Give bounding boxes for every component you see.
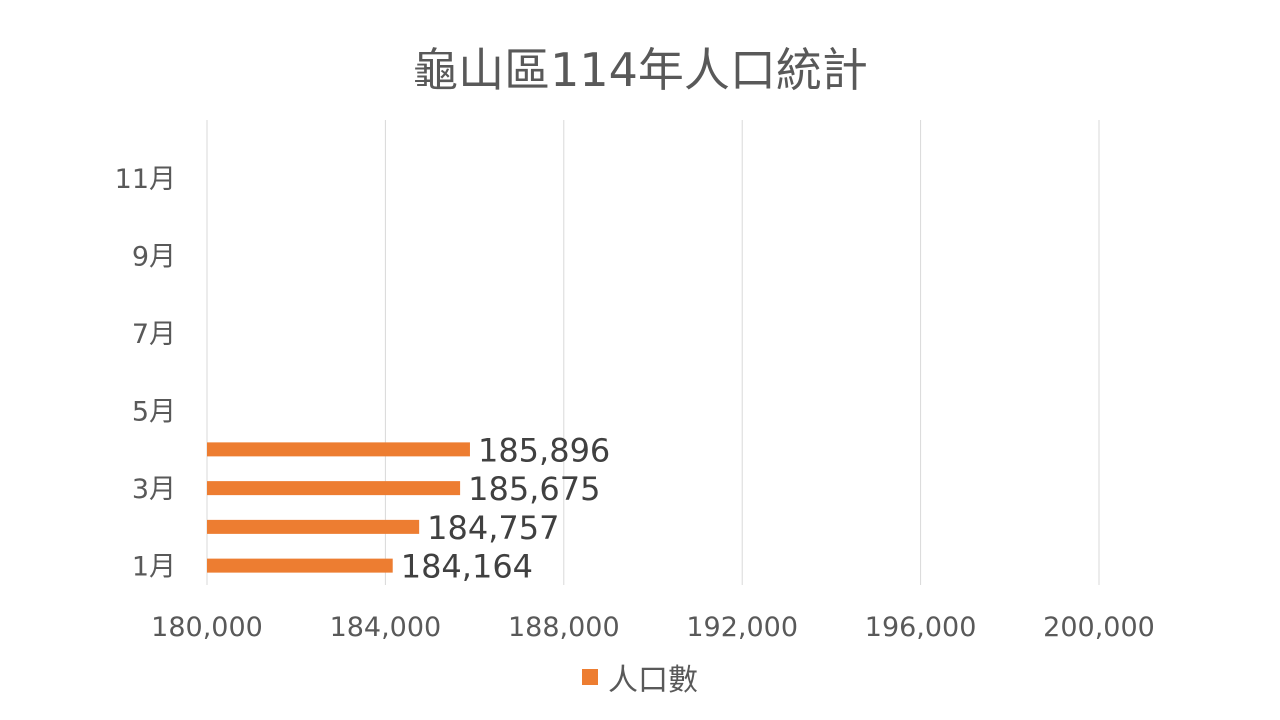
data-label: 184,164 xyxy=(401,548,533,586)
y-tick-label: 7月 xyxy=(132,319,176,350)
chart-title: 龜山區114年人口統計 xyxy=(412,43,868,97)
bar xyxy=(207,481,461,496)
bar xyxy=(207,558,393,573)
x-tick-label: 188,000 xyxy=(508,612,620,643)
y-tick-label: 5月 xyxy=(132,397,176,428)
x-tick-label: 200,000 xyxy=(1043,612,1155,643)
x-tick-label: 180,000 xyxy=(151,612,263,643)
legend: 人口數 xyxy=(0,655,1280,699)
x-tick-label: 184,000 xyxy=(330,612,442,643)
data-label: 185,675 xyxy=(468,470,600,508)
legend-swatch xyxy=(582,669,598,685)
y-tick-label: 9月 xyxy=(132,242,176,273)
bar xyxy=(207,519,420,534)
data-label: 184,757 xyxy=(427,509,559,547)
y-tick-label: 11月 xyxy=(115,164,176,195)
data-label: 185,896 xyxy=(478,431,610,469)
x-tick-label: 192,000 xyxy=(686,612,798,643)
legend-label: 人口數 xyxy=(608,663,698,698)
bar xyxy=(207,442,470,457)
y-tick-label: 3月 xyxy=(132,474,176,505)
y-tick-label: 1月 xyxy=(132,552,176,583)
x-tick-label: 196,000 xyxy=(865,612,977,643)
